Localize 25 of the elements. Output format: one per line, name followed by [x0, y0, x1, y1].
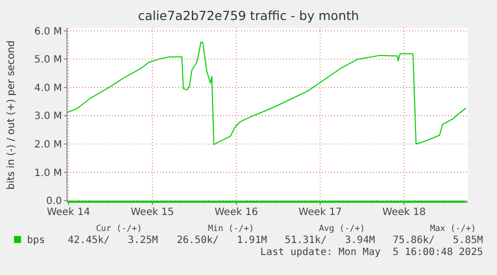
line-series — [67, 42, 466, 146]
text: Cur (-/+) — [96, 224, 142, 234]
x-tick-label: Week 15 — [130, 207, 174, 218]
y-axis-title: bits in (-) / out (+) per second — [6, 40, 17, 190]
text: 42.45k/ 3.25M — [68, 235, 158, 246]
x-tick-label: Week 18 — [382, 207, 426, 218]
y-tick-label: 1.0 M — [34, 168, 62, 179]
y-tick-label: 0.0 — [46, 196, 62, 208]
chart-title: calie7a2b72e759 traffic - by month — [138, 8, 360, 23]
y-tick-label: 3.0 M — [34, 111, 62, 122]
text: Max (-/+) — [430, 224, 476, 234]
x-tick-label: Week 14 — [46, 207, 90, 218]
text: Avg (-/+) — [318, 224, 365, 234]
y-tick-label: 4.0 M — [34, 82, 62, 94]
text: 75.86k/ 5.85M — [392, 235, 483, 246]
text: Last update: Mon May 5 16:00:48 2025 — [260, 247, 483, 258]
x-tick-label: Week 17 — [298, 207, 342, 218]
y-tick-label: 6.0 M — [34, 26, 62, 38]
text: 51.31k/ 3.94M — [284, 235, 375, 246]
x-tick-label: Week 16 — [214, 207, 258, 218]
y-tick-label: 2.0 M — [34, 140, 62, 150]
legend-label: bps — [27, 235, 46, 246]
text: Min (-/+) — [208, 224, 254, 234]
text: 26.50k/ 1.91M — [176, 235, 267, 246]
y-tick-label: 5.0 M — [34, 54, 62, 66]
